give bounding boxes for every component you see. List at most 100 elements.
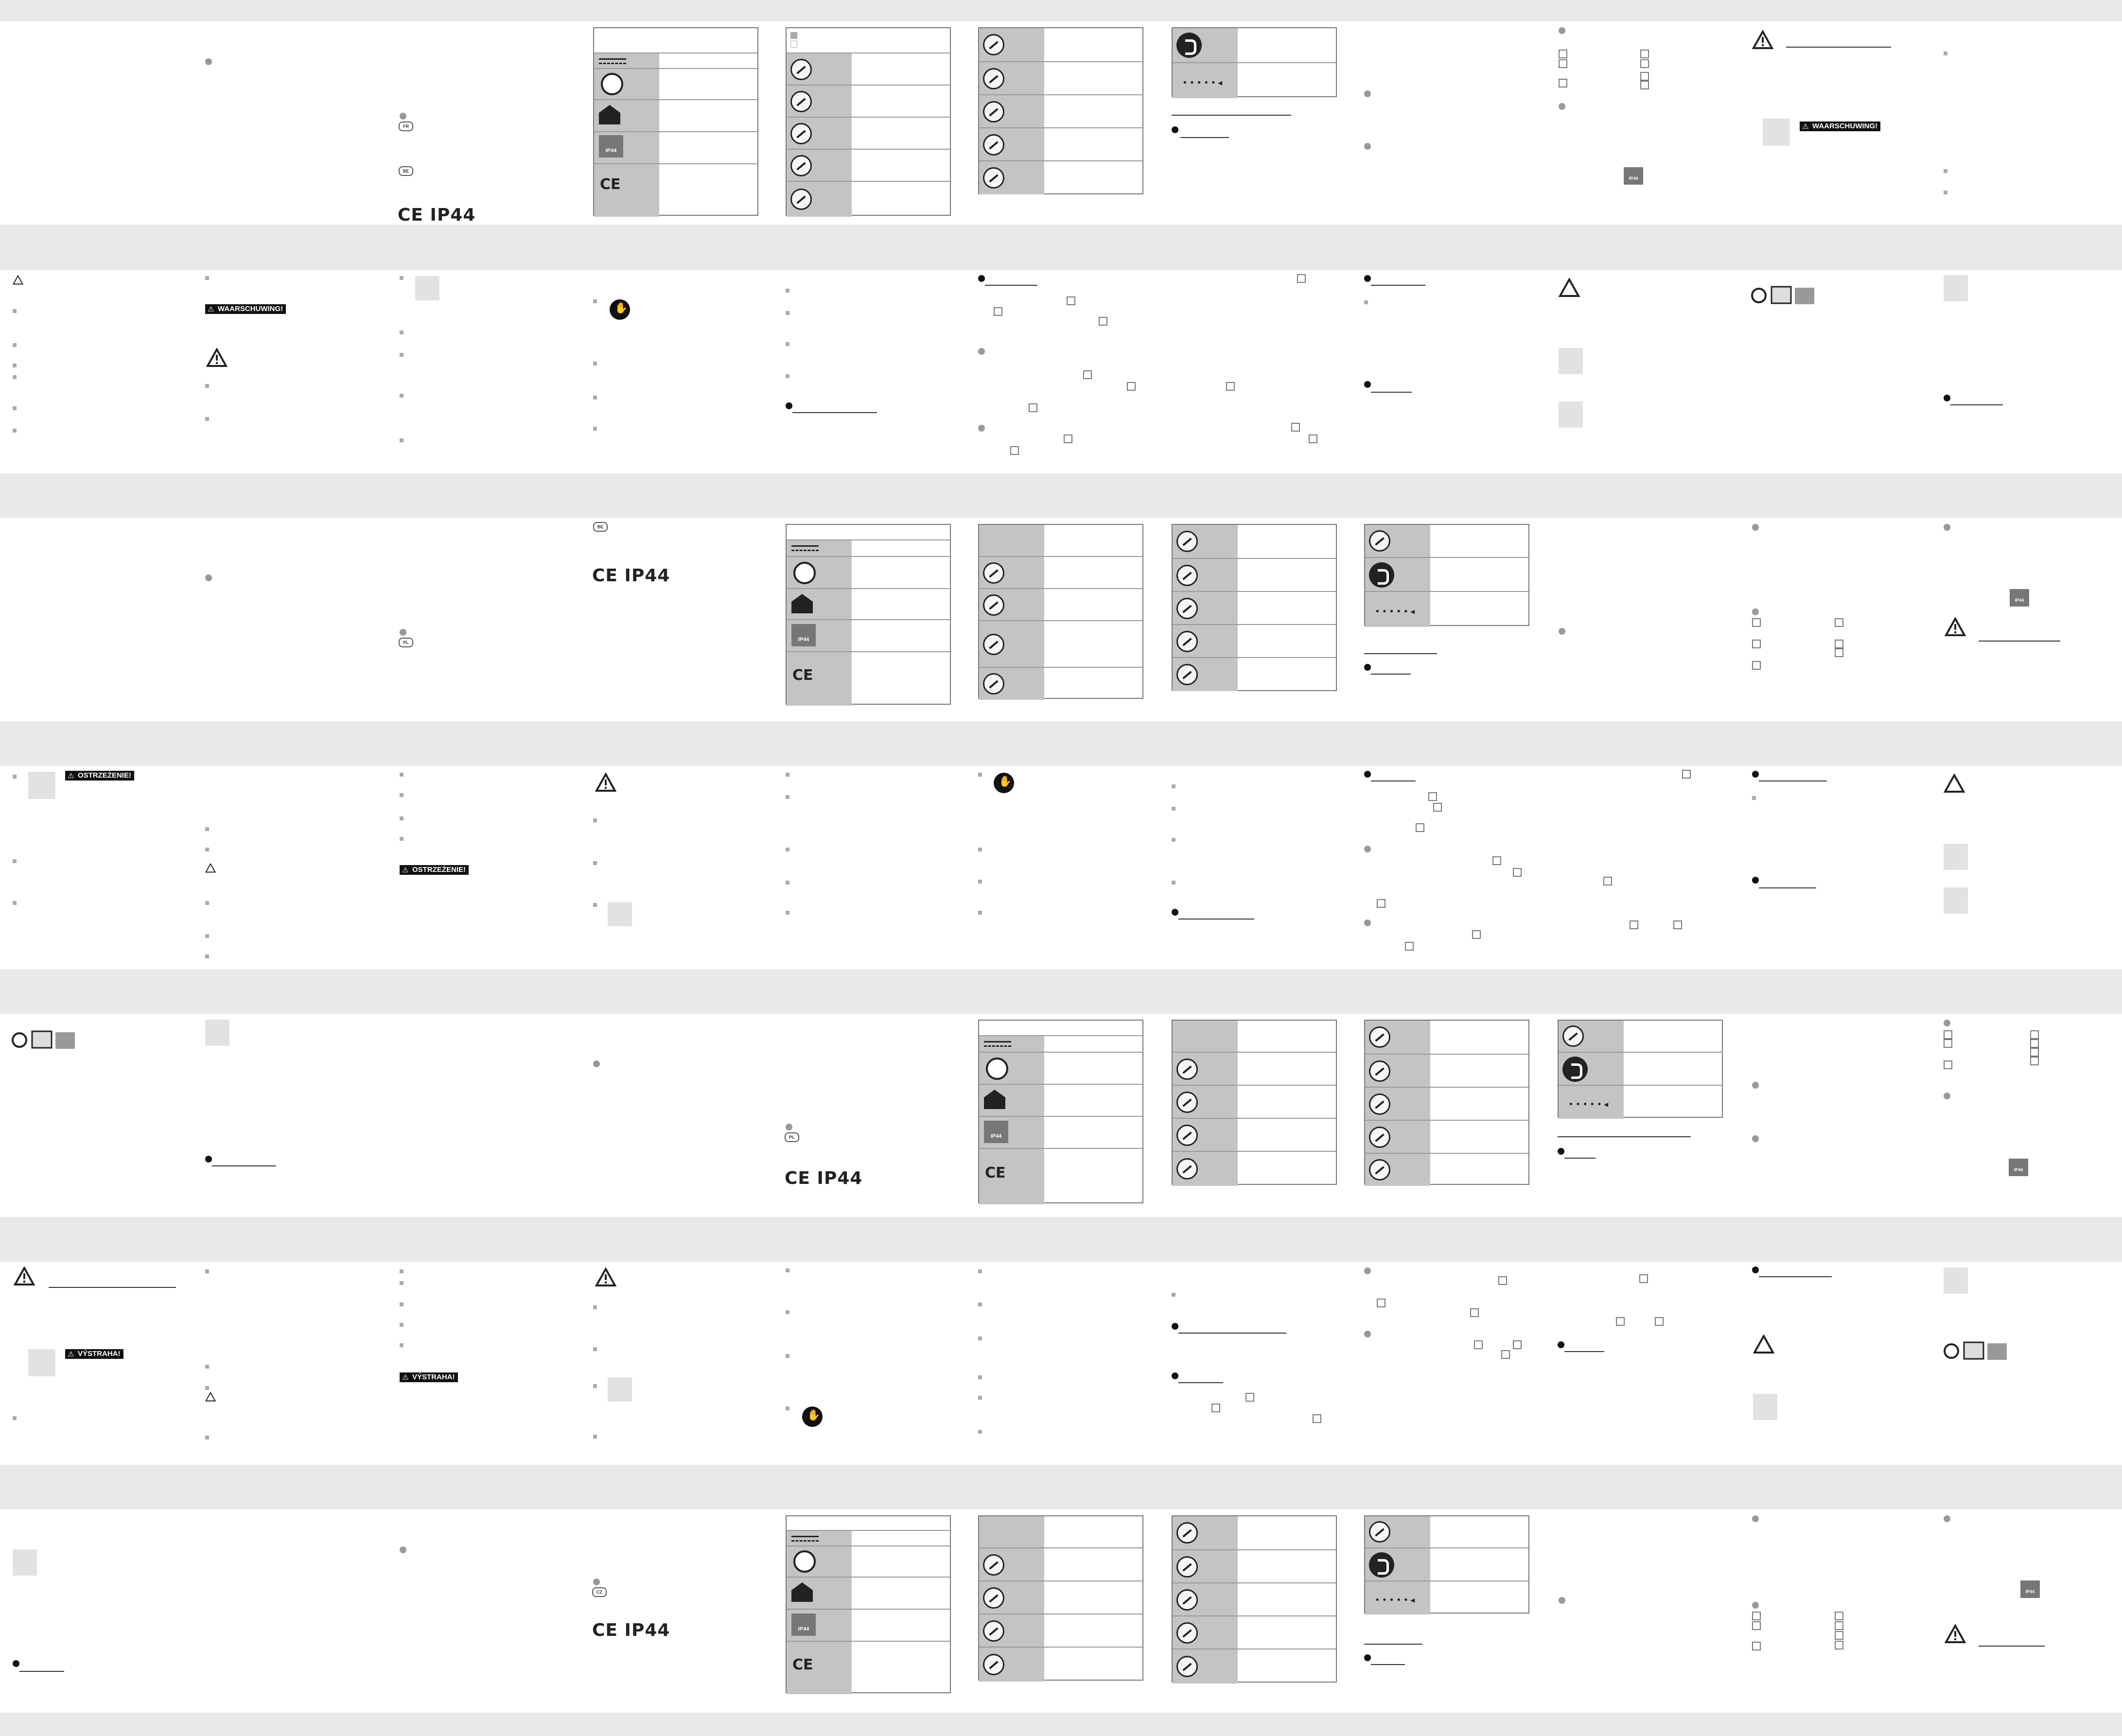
plug-table: •••••◂	[1364, 524, 1529, 627]
cell	[979, 1614, 1044, 1648]
cell	[979, 1648, 1044, 1682]
bullet	[786, 1310, 789, 1314]
section-dot	[1559, 27, 1565, 34]
gloves-icon	[610, 299, 630, 320]
bullet	[978, 848, 982, 851]
symbols-table	[1172, 524, 1337, 691]
cell	[1365, 1088, 1430, 1121]
bullet	[13, 859, 17, 863]
row	[1365, 1120, 1528, 1154]
cell	[1365, 1154, 1430, 1186]
dot	[1944, 1093, 1950, 1099]
crossed-bin-icon	[1559, 401, 1583, 428]
row	[979, 525, 1142, 556]
warning-triangle-icon	[205, 1391, 216, 1402]
cell	[979, 1036, 1044, 1053]
sq	[1010, 446, 1019, 455]
hdr-dot	[1172, 909, 1178, 916]
svg	[12, 1030, 75, 1049]
bullet	[400, 276, 403, 280]
bullet	[400, 1269, 403, 1273]
cell	[787, 182, 852, 217]
hline	[792, 412, 877, 413]
recycling-icon	[1943, 1338, 2011, 1362]
symbols-table: IP44 CE	[978, 1020, 1143, 1204]
row	[1365, 525, 1528, 557]
hline	[19, 1671, 64, 1672]
sym	[983, 594, 1004, 616]
dot	[1364, 920, 1371, 926]
hline	[49, 1287, 176, 1288]
row	[1173, 1151, 1336, 1186]
cell	[787, 1578, 852, 1610]
row	[979, 61, 1142, 95]
page-strip-6: VÝSTRAHA! VÝSTRAHA!	[0, 1262, 2122, 1465]
polygon	[205, 863, 216, 873]
cell	[1173, 1616, 1238, 1649]
sq	[1752, 661, 1761, 670]
sym	[1369, 1521, 1390, 1543]
dots: •••••◂	[1375, 607, 1417, 617]
row	[1173, 28, 1336, 62]
bullet	[978, 1396, 982, 1400]
sq	[1472, 930, 1481, 939]
bullet	[205, 1269, 209, 1273]
ip44box: IP44	[599, 135, 623, 157]
row: •••••◂	[1559, 1085, 1722, 1119]
hline	[1371, 392, 1412, 393]
rect	[605, 787, 607, 789]
cell	[1173, 1550, 1238, 1583]
symbols-table	[1364, 1020, 1529, 1186]
sym	[1369, 530, 1390, 552]
svg	[1944, 616, 1966, 636]
bullet	[786, 1268, 789, 1272]
row	[979, 620, 1142, 668]
cell: IP44	[787, 620, 852, 652]
row	[1173, 1118, 1336, 1152]
div	[790, 41, 797, 48]
warning-triangle-icon	[12, 275, 24, 285]
hdr-dot	[1172, 1323, 1178, 1330]
bullet	[205, 1436, 209, 1440]
sq	[1603, 877, 1612, 885]
sq	[1835, 1631, 1843, 1640]
row	[1173, 1516, 1336, 1549]
sq	[1835, 1612, 1843, 1620]
dot	[1752, 1135, 1759, 1142]
polygon	[595, 772, 617, 792]
sym	[1176, 1125, 1198, 1146]
hdr-dot	[1752, 877, 1759, 884]
ip44box: IP44	[791, 1614, 816, 1636]
polygon	[1753, 1334, 1775, 1354]
hline	[1180, 137, 1229, 138]
sq	[1064, 434, 1072, 443]
bullet	[786, 1406, 789, 1410]
page-strip-3: PL BE CE IP44 IP44 CE •••••◂ IP44	[0, 518, 2122, 721]
cell: CE	[594, 164, 659, 217]
dots: •••••◂	[1568, 1099, 1611, 1110]
cell	[787, 53, 852, 86]
bullet	[593, 299, 597, 303]
dot	[1944, 1515, 1950, 1522]
symbols-table	[978, 1515, 1143, 1682]
sym	[1176, 1556, 1198, 1578]
dot	[205, 574, 212, 581]
rect	[216, 355, 218, 361]
row	[594, 99, 757, 132]
row	[1365, 1021, 1528, 1054]
warning-badge: OSTRZEŻENIE!	[400, 865, 469, 875]
country-badge-be: BE	[399, 166, 413, 176]
hline	[1172, 115, 1291, 116]
sym	[1176, 598, 1198, 619]
hdr-dot	[1364, 1654, 1371, 1661]
bullet	[13, 406, 17, 410]
bullet	[13, 429, 17, 433]
row	[787, 181, 950, 217]
row: IP44	[594, 131, 757, 164]
hdr-dot	[13, 1660, 19, 1667]
dot	[400, 629, 406, 636]
dot	[1752, 1602, 1759, 1609]
bullet	[400, 816, 403, 820]
sq	[1474, 1340, 1483, 1349]
